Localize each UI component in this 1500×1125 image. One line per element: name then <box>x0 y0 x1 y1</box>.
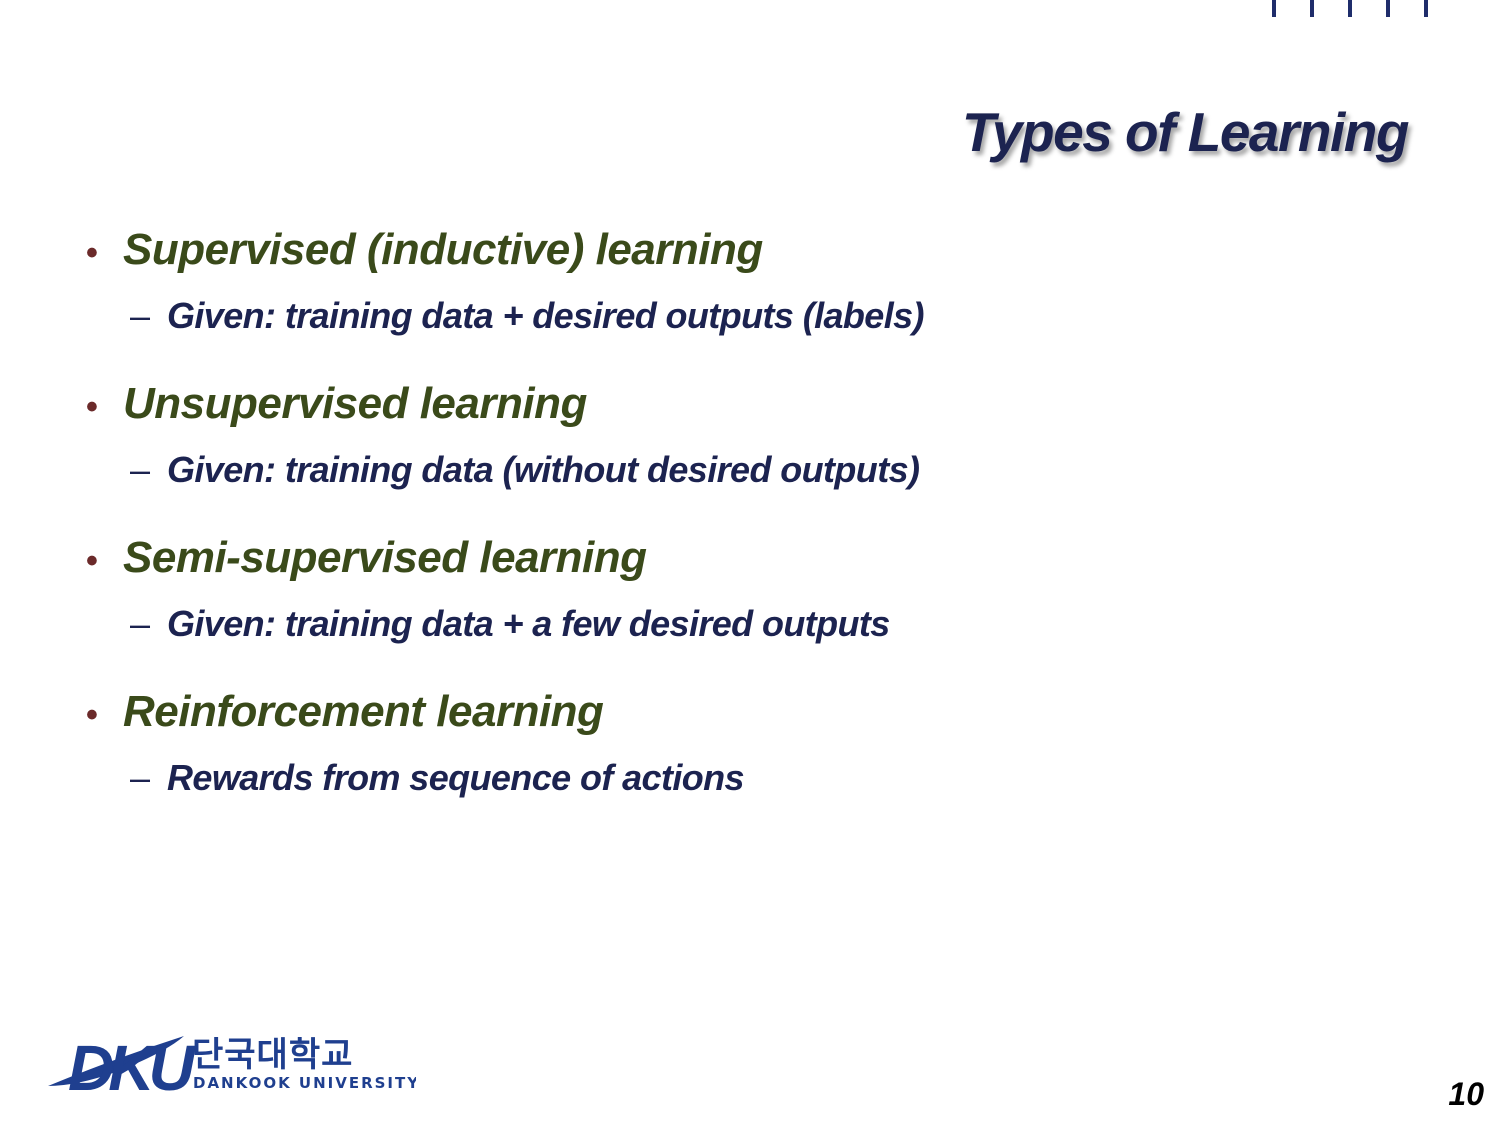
bullet-label: Unsupervised learning <box>123 379 587 428</box>
sub-label: Given: training data (without desired ou… <box>167 449 920 490</box>
bullet-label: Semi-supervised learning <box>123 533 647 582</box>
sub-item: – Given: training data (without desired … <box>86 449 1286 533</box>
header-tick <box>1424 0 1428 17</box>
sub-item: – Given: training data + a few desired o… <box>86 603 1286 687</box>
header-tick <box>1272 0 1276 17</box>
logo-swoosh <box>48 1036 184 1086</box>
header-tick <box>1386 0 1390 17</box>
dash-icon: – <box>130 295 150 336</box>
bullet-label: Supervised (inductive) learning <box>123 225 763 274</box>
dash-icon: – <box>130 757 150 798</box>
sub-item: – Rewards from sequence of actions <box>86 757 1286 841</box>
logo-korean-name: 단국대학교 <box>192 1035 353 1075</box>
logo-mark: DKU <box>68 1032 196 1098</box>
sub-label: Given: training data + desired outputs (… <box>167 295 925 336</box>
bullet-label: Reinforcement learning <box>123 687 604 736</box>
bullet-icon: • <box>86 234 98 272</box>
dash-icon: – <box>130 603 150 644</box>
dku-logo-icon: DKU 단국대학교 DANKOOK UNIVERSITY <box>48 1032 416 1098</box>
header-tick <box>1348 0 1352 17</box>
dash-icon: – <box>130 449 150 490</box>
bullet-icon: • <box>86 388 98 426</box>
logo-english-name: DANKOOK UNIVERSITY <box>193 1074 416 1092</box>
bullet-icon: • <box>86 696 98 734</box>
bullet-item: • Reinforcement learning <box>86 687 1286 757</box>
bullet-icon: • <box>86 542 98 580</box>
bullet-item: • Semi-supervised learning <box>86 533 1286 603</box>
sub-item: – Given: training data + desired outputs… <box>86 295 1286 379</box>
bullet-item: • Supervised (inductive) learning <box>86 225 1286 295</box>
header-decoration <box>1268 0 1433 20</box>
header-tick <box>1310 0 1314 17</box>
sub-label: Rewards from sequence of actions <box>167 757 745 798</box>
bullet-item: • Unsupervised learning <box>86 379 1286 449</box>
sub-label: Given: training data + a few desired out… <box>167 603 890 644</box>
bullet-list: • Supervised (inductive) learning – Give… <box>86 225 1286 841</box>
page-number: 10 <box>1448 1076 1484 1112</box>
slide-title: Types of Learning <box>961 101 1410 163</box>
university-logo: DKU 단국대학교 DANKOOK UNIVERSITY <box>46 1028 416 1098</box>
